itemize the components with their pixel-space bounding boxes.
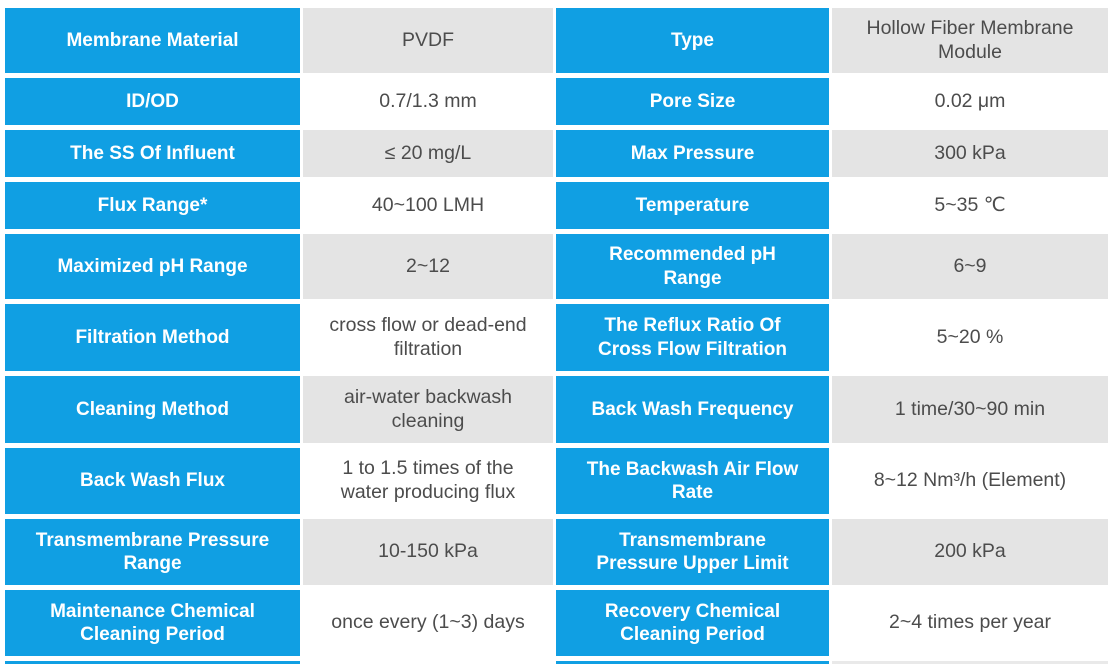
spec-value-back-wash-frequency: 1 time/30~90 min [832, 376, 1108, 443]
spec-value-transmembrane-pressure-upper-limit: 200 kPa [832, 519, 1108, 585]
spec-label-backwash-air-flow-rate: The Backwash Air Flow Rate [556, 448, 829, 514]
spec-label-partial [556, 661, 829, 664]
spec-label-back-wash-frequency: Back Wash Frequency [556, 376, 829, 443]
spec-label-partial [5, 661, 300, 664]
spec-value-partial [832, 661, 1108, 664]
spec-label-flux-range: Flux Range* [5, 182, 300, 229]
spec-label-cleaning-method: Cleaning Method [5, 376, 300, 443]
spec-value-filtration-method: cross flow or dead-end filtration [303, 304, 553, 371]
spec-value-transmembrane-pressure-range: 10-150 kPa [303, 519, 553, 585]
spec-value-max-pressure: 300 kPa [832, 130, 1108, 177]
spec-value-maintenance-chemical-cleaning-period: once every (1~3) days [303, 590, 553, 656]
spec-value-partial [303, 661, 553, 664]
spec-value-flux-range: 40~100 LMH [303, 182, 553, 229]
spec-label-temperature: Temperature [556, 182, 829, 229]
spec-label-recommended-ph-range: Recommended pH Range [556, 234, 829, 299]
spec-label-max-pressure: Max Pressure [556, 130, 829, 177]
spec-label-ss-of-influent: The SS Of Influent [5, 130, 300, 177]
spec-value-recommended-ph-range: 6~9 [832, 234, 1108, 299]
spec-value-id-od: 0.7/1.3 mm [303, 78, 553, 125]
spec-label-id-od: ID/OD [5, 78, 300, 125]
spec-value-type: Hollow Fiber Membrane Module [832, 8, 1108, 73]
spec-label-recovery-chemical-cleaning-period: Recovery Chemical Cleaning Period [556, 590, 829, 656]
spec-value-ss-of-influent: ≤ 20 mg/L [303, 130, 553, 177]
spec-label-transmembrane-pressure-range: Transmembrane Pressure Range [5, 519, 300, 585]
spec-value-back-wash-flux: 1 to 1.5 times of the water producing fl… [303, 448, 553, 514]
spec-value-temperature: 5~35 ℃ [832, 182, 1108, 229]
spec-label-back-wash-flux: Back Wash Flux [5, 448, 300, 514]
spec-value-membrane-material: PVDF [303, 8, 553, 73]
spec-label-membrane-material: Membrane Material [5, 8, 300, 73]
spec-label-transmembrane-pressure-upper-limit: Transmembrane Pressure Upper Limit [556, 519, 829, 585]
spec-value-backwash-air-flow-rate: 8~12 Nm³/h (Element) [832, 448, 1108, 514]
spec-label-maintenance-chemical-cleaning-period: Maintenance Chemical Cleaning Period [5, 590, 300, 656]
spec-label-filtration-method: Filtration Method [5, 304, 300, 371]
spec-value-recovery-chemical-cleaning-period: 2~4 times per year [832, 590, 1108, 656]
spec-value-maximized-ph-range: 2~12 [303, 234, 553, 299]
spec-value-cleaning-method: air-water backwash cleaning [303, 376, 553, 443]
spec-label-pore-size: Pore Size [556, 78, 829, 125]
spec-value-reflux-ratio: 5~20 % [832, 304, 1108, 371]
spec-label-reflux-ratio: The Reflux Ratio Of Cross Flow Filtratio… [556, 304, 829, 371]
spec-label-type: Type [556, 8, 829, 73]
spec-value-pore-size: 0.02 μm [832, 78, 1108, 125]
spec-label-maximized-ph-range: Maximized pH Range [5, 234, 300, 299]
